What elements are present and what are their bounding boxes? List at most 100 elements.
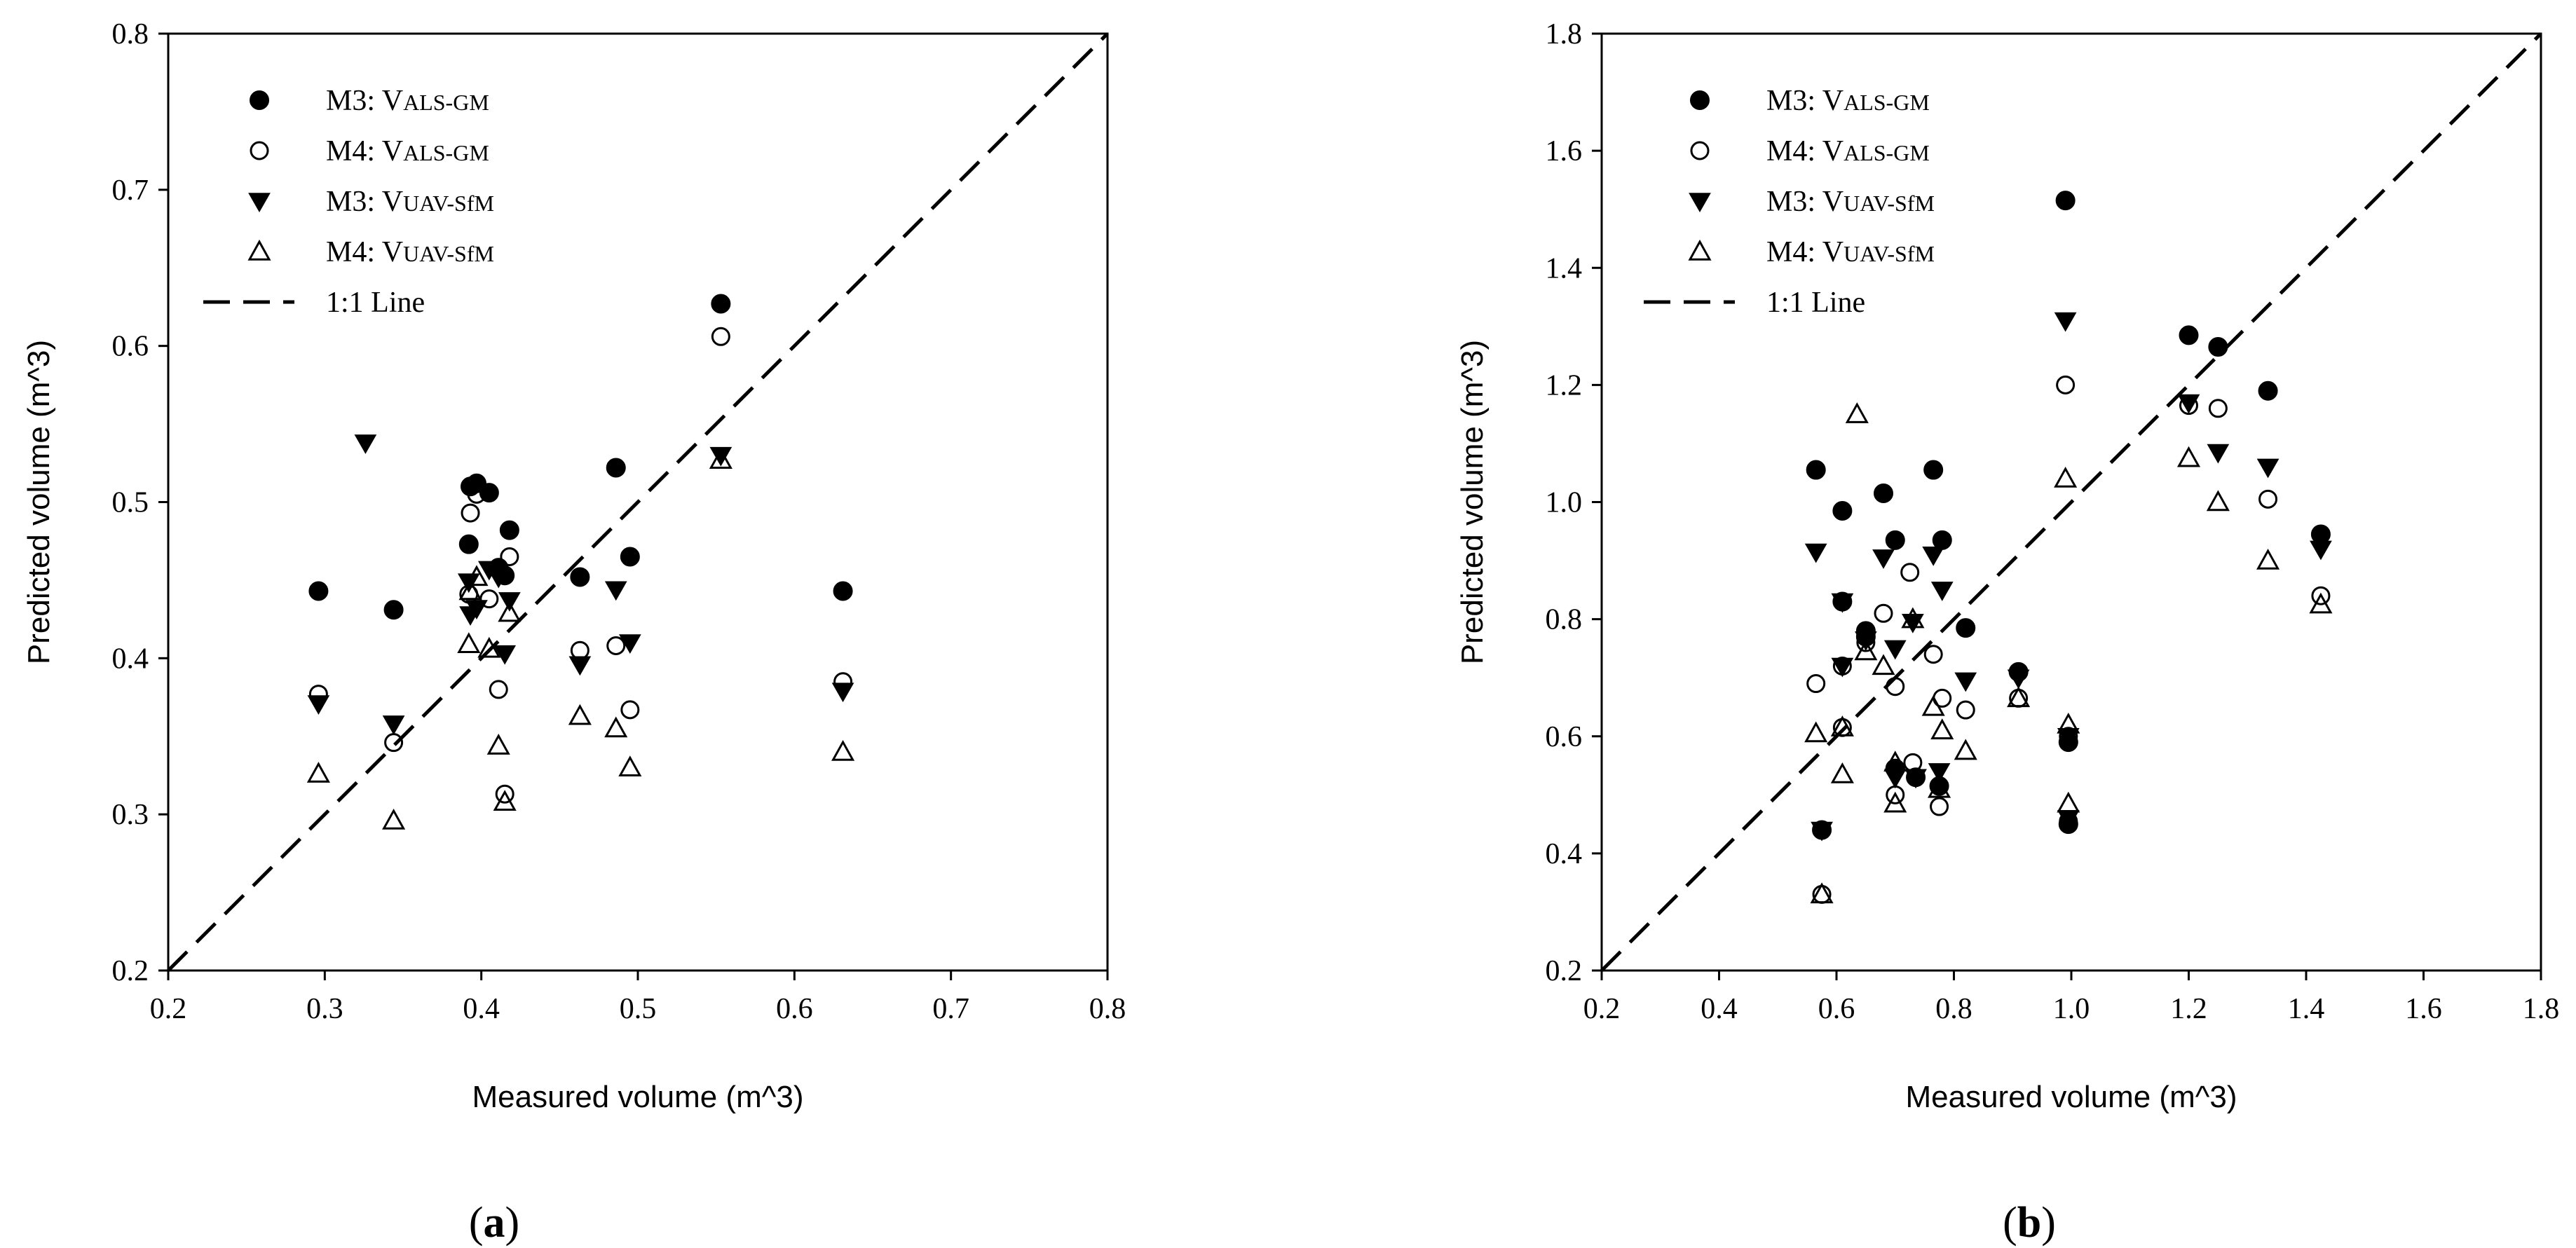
data-point-series-1 <box>383 600 404 620</box>
data-point-series-4 <box>306 762 330 783</box>
data-point-series-2 <box>606 636 626 656</box>
data-point-series-3 <box>2007 669 2030 690</box>
data-point-series-3 <box>1831 657 1854 678</box>
data-point-series-2 <box>1930 797 1949 816</box>
legend-marker-series-3 <box>248 193 271 213</box>
x-tick-label: 0.2 <box>1583 993 1621 1025</box>
data-point-series-3 <box>354 434 377 454</box>
data-point-series-4 <box>1921 694 1945 716</box>
data-point-series-3 <box>1930 582 1954 601</box>
data-point-series-4 <box>1930 718 1954 740</box>
x-axis-title: Measured volume (m^3) <box>472 1080 803 1114</box>
x-tick-label: 0.4 <box>1701 993 1738 1025</box>
data-point-series-3 <box>2310 540 2332 561</box>
data-point-series-1 <box>2208 337 2228 357</box>
data-point-series-4 <box>1830 715 1854 736</box>
data-point-series-2 <box>2258 489 2278 509</box>
data-point-series-4 <box>477 636 501 658</box>
x-tick-label: 0.8 <box>1089 993 1126 1025</box>
y-tick-label: 0.2 <box>1546 955 1583 987</box>
data-point-series-2 <box>1900 563 1920 582</box>
data-point-series-4 <box>465 565 489 587</box>
data-point-series-4 <box>2057 712 2080 734</box>
y-axis-title: Predicted volume (m^3) <box>22 340 56 664</box>
x-tick-label: 0.3 <box>306 993 343 1025</box>
data-point-series-4 <box>382 808 406 830</box>
data-point-series-3 <box>2256 458 2279 479</box>
data-point-series-1 <box>2310 524 2331 544</box>
y-tick-label: 0.3 <box>112 799 149 831</box>
data-point-series-3 <box>831 683 854 703</box>
data-point-series-1 <box>620 547 640 567</box>
data-point-series-2 <box>1923 645 1943 664</box>
x-tick-label: 0.8 <box>1935 993 1972 1025</box>
legend-label: M4: VUAV-SfM <box>1766 236 1935 268</box>
data-point-series-4 <box>1804 721 1828 743</box>
data-point-series-3 <box>1922 546 1945 566</box>
y-tick-label: 0.2 <box>112 955 149 987</box>
panel-label: (b) <box>2003 1199 2056 1247</box>
data-point-series-1 <box>1832 501 1853 521</box>
data-point-series-2 <box>1886 677 1905 697</box>
data-point-series-2 <box>495 784 514 804</box>
data-point-series-1 <box>1932 530 1952 550</box>
data-point-series-3 <box>2177 394 2200 414</box>
data-point-series-4 <box>1901 607 1925 629</box>
legend-marker-series-2 <box>250 141 269 160</box>
legend-label: M3: VUAV-SfM <box>1766 186 1935 218</box>
data-point-series-3 <box>1904 769 1927 789</box>
data-point-series-4 <box>1810 882 1834 904</box>
data-point-series-2 <box>461 503 480 523</box>
y-tick-label: 1.8 <box>1546 18 1583 50</box>
legend-label: M3: VUAV-SfM <box>326 186 494 218</box>
y-tick-label: 0.8 <box>112 18 149 50</box>
data-point-series-2 <box>467 484 486 504</box>
x-tick-label: 0.4 <box>463 993 500 1025</box>
data-point-series-1 <box>1874 483 1893 503</box>
data-point-series-3 <box>2207 444 2230 464</box>
x-tick-label: 1.6 <box>2405 993 2442 1025</box>
data-point-series-1 <box>2258 380 2278 401</box>
one-to-one-line <box>167 32 1109 972</box>
data-point-series-3 <box>1954 672 1977 692</box>
data-point-series-1 <box>2179 325 2199 345</box>
y-tick-label: 1.0 <box>1546 487 1583 519</box>
data-point-series-3 <box>2057 809 2080 830</box>
data-point-series-3 <box>1883 769 1907 789</box>
legend-marker-series-1 <box>1690 90 1710 110</box>
data-point-series-3 <box>568 656 592 676</box>
legend: M3: VALS-GM M4: VALS-GM M3: VUAV-SfM M4: VU… <box>1644 85 1935 319</box>
panel-a: 0.2 0.3 0.4 0.5 0.6 0.7 0.8 0.2 0.3 0.4 0.5 0.6 0.7 0… <box>22 18 1126 1247</box>
panel-label: (a) <box>469 1199 519 1247</box>
legend-marker-series-3 <box>1689 193 1711 213</box>
data-point-series-4 <box>457 632 481 653</box>
panel-b: 0.2 0.4 0.6 0.8 1.0 1.2 1.4 1.6 1.8 0.2 0.4 0.6 0.8 1… <box>1455 18 2559 1247</box>
data-point-series-1 <box>308 581 329 601</box>
data-point-series-4 <box>1872 654 1895 676</box>
legend-label: M4: VALS-GM <box>1766 135 1930 167</box>
data-point-series-4 <box>486 734 510 755</box>
data-point-series-1 <box>1956 618 1976 638</box>
data-point-series-4 <box>498 601 522 622</box>
one-to-one-line <box>1600 32 2542 972</box>
data-point-series-4 <box>618 755 642 777</box>
data-point-series-4 <box>2007 686 2031 708</box>
data-point-series-1 <box>499 520 519 540</box>
data-point-series-3 <box>2054 312 2077 332</box>
data-point-series-3 <box>487 568 510 589</box>
data-point-series-2 <box>1806 674 1826 694</box>
data-point-series-1 <box>458 534 479 554</box>
data-point-series-4 <box>831 739 855 761</box>
legend: M3: VALS-GM M4: VALS-GM M3: VUAV-SfM M4: VU… <box>203 85 494 319</box>
legend-marker-series-4 <box>247 239 271 261</box>
y-tick-label: 0.6 <box>1546 721 1583 753</box>
data-point-series-2 <box>489 680 508 699</box>
data-point-series-3 <box>604 581 627 601</box>
legend-label-reference: 1:1 Line <box>1766 287 1865 319</box>
data-point-series-4 <box>1830 762 1854 783</box>
legend-marker-series-2 <box>1690 141 1710 160</box>
data-point-series-4 <box>2309 592 2333 614</box>
data-point-series-3 <box>1872 549 1895 569</box>
data-point-series-4 <box>1954 739 1977 760</box>
